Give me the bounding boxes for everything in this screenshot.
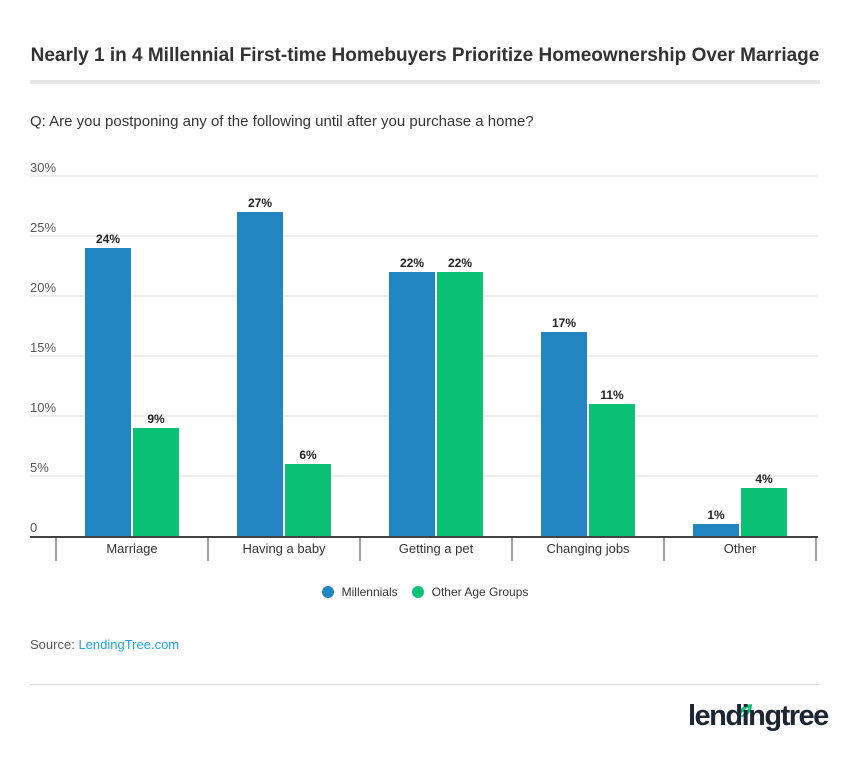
source-label: Source: <box>30 637 75 652</box>
y-tick-label: 5% <box>30 460 49 475</box>
bar-millennials <box>237 212 283 536</box>
x-tick-label: Other <box>724 541 757 556</box>
legend-swatch <box>321 586 334 598</box>
bar-other-age-groups <box>589 404 635 536</box>
footer-divider <box>30 684 820 685</box>
bar-millennials <box>85 248 131 536</box>
data-label: 1% <box>707 508 725 522</box>
survey-question: Q: Are you postponing any of the followi… <box>30 113 534 130</box>
y-tick-label: 20% <box>30 280 56 295</box>
data-label: 22% <box>448 256 472 270</box>
data-label: 4% <box>755 472 773 486</box>
bar-other-age-groups <box>133 428 179 536</box>
legend-label: Millennials <box>341 585 398 599</box>
bar-millennials <box>389 272 435 536</box>
data-label: 6% <box>299 448 317 462</box>
data-label: 24% <box>96 232 120 246</box>
leaf-icon <box>739 704 752 717</box>
source-note: Source: LendingTree.com <box>30 637 179 652</box>
legend: Millennials Other Age Groups <box>0 585 850 599</box>
bar-millennials <box>541 332 587 536</box>
chart-title: Nearly 1 in 4 Millennial First-time Home… <box>30 45 820 66</box>
x-tick-label: Changing jobs <box>546 541 630 556</box>
y-tick-label: 25% <box>30 220 56 235</box>
bar-chart: 0 5% 10% 15% 20% 25% 30% 24% 9% Marriage 27% 6% Havi… <box>30 160 818 561</box>
data-label: 17% <box>552 316 576 330</box>
legend-item-other-age-groups[interactable]: Other Age Groups <box>411 585 529 599</box>
data-label: 11% <box>600 388 624 402</box>
legend-label: Other Age Groups <box>431 585 529 599</box>
bar-other-age-groups <box>285 464 331 536</box>
title-divider <box>30 80 820 84</box>
legend-item-millennials[interactable]: Millennials <box>321 585 398 599</box>
legend-swatch <box>411 586 424 598</box>
x-tick-label: Having a baby <box>242 541 326 556</box>
bar-millennials <box>693 524 739 536</box>
y-tick-label: 30% <box>30 160 56 175</box>
source-link[interactable]: LendingTree.com <box>78 637 180 652</box>
bar-other-age-groups <box>741 488 787 536</box>
lendingtree-logo: lendingtree <box>688 700 829 732</box>
data-label: 27% <box>248 196 272 210</box>
y-tick-label: 0 <box>30 520 37 535</box>
data-label: 9% <box>147 412 165 426</box>
x-tick-label: Getting a pet <box>399 541 474 556</box>
x-tick-label: Marriage <box>106 541 157 556</box>
bar-other-age-groups <box>437 272 483 536</box>
data-label: 22% <box>400 256 424 270</box>
y-tick-label: 15% <box>30 340 56 355</box>
y-tick-label: 10% <box>30 400 56 415</box>
